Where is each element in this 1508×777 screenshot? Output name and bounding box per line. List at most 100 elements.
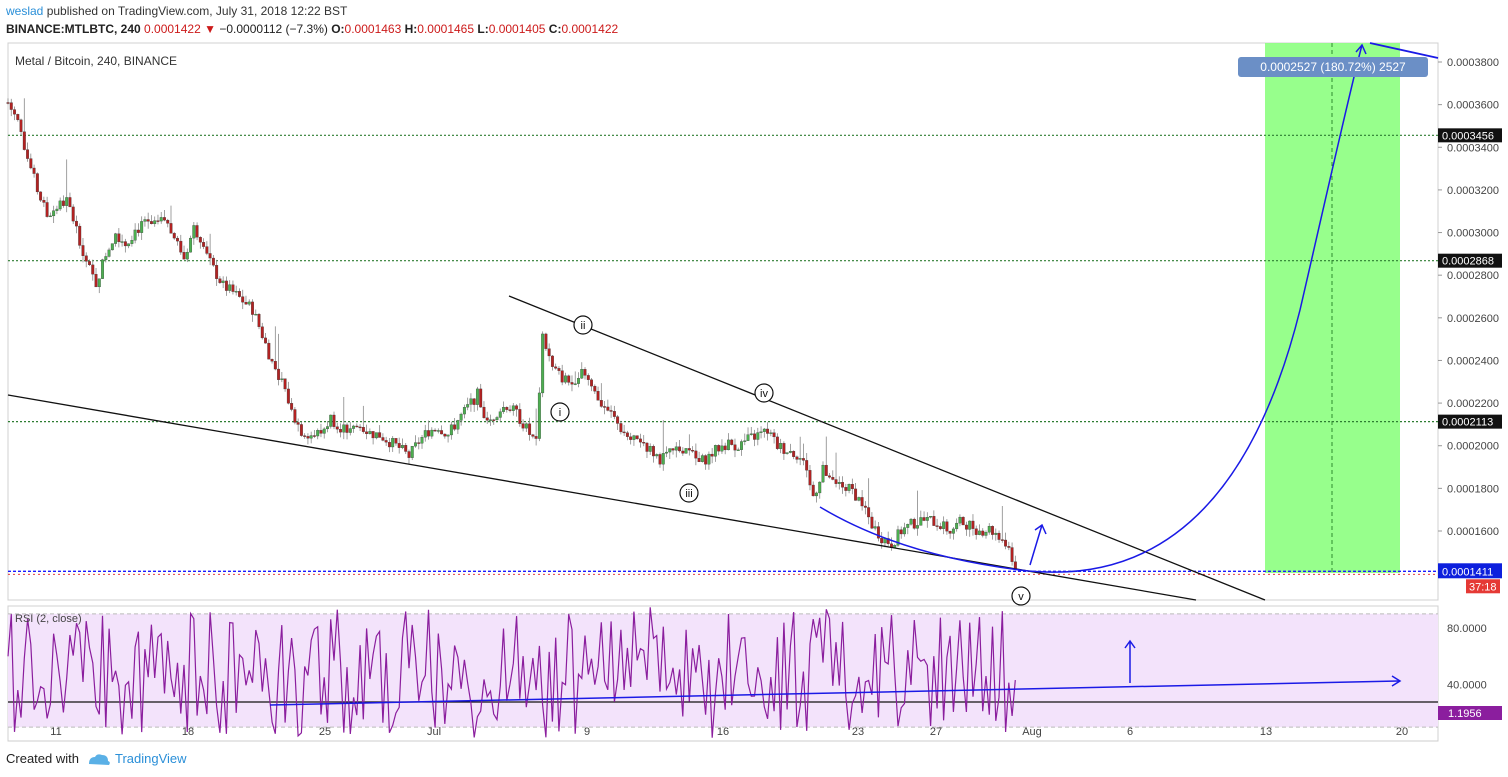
candle-down [202,242,206,247]
candle-up [873,526,877,529]
candle-down [547,348,551,357]
candle-up [942,521,946,529]
candle-up [254,313,258,316]
candle-down [427,430,430,437]
candle-up [577,378,580,384]
close-label: C: [548,22,562,36]
candle-up [929,516,933,518]
author-link[interactable]: weslad [6,4,44,18]
candle-down [964,524,968,530]
candle-down [671,448,675,451]
candle-up [414,442,417,447]
candle-down [723,445,727,451]
candle-up [740,441,743,450]
candle-down [6,102,10,104]
candle-down [332,414,336,427]
candle-down [75,220,78,227]
candle-down [935,525,939,527]
candle-up [632,435,636,440]
candle-up [537,392,541,439]
candle-up [727,439,730,451]
candle-down [824,464,828,476]
candle-up [326,426,329,430]
candle-down [570,382,574,385]
candle-down [971,520,975,529]
candle-down [681,450,685,454]
candle-down [922,517,926,521]
candle-up [228,284,232,291]
candle-down [609,410,613,412]
candle-down [850,484,854,490]
candle-up [348,428,352,433]
candle-down [899,529,903,535]
chart-title: Metal / Bitcoin, 240, BINANCE [15,54,177,68]
candle-up [456,420,460,430]
candle-up [352,425,356,429]
candle-down [149,221,153,225]
candle-down [733,444,737,451]
candle-up [746,434,750,441]
candle-down [45,202,49,217]
candle-up [502,407,505,412]
rsi-up-arrow [1124,639,1136,683]
published-text: published on TradingView.com, July 31, 2… [46,4,348,18]
candle-down [123,241,127,247]
candle-up [498,411,502,418]
candle-down [277,368,281,380]
candle-up [648,446,652,452]
candle-down [678,446,682,452]
close-value: 0.0001422 [561,22,619,36]
y-tick-label: 0.0001600 [1447,526,1499,538]
candle-down [531,434,535,437]
candle-down [831,477,835,480]
x-tick-label: 27 [930,726,942,738]
candle-down [198,237,202,243]
candle-down [596,391,600,401]
candle-down [844,487,848,491]
candle-up [665,451,668,454]
candle-down [61,200,65,206]
candle-down [775,436,779,449]
candle-down [9,102,13,110]
candle-up [153,220,157,225]
candle-down [638,438,642,443]
tradingview-link[interactable]: TradingView [114,751,187,766]
candle-up [968,520,972,530]
candle-up [489,419,492,421]
candle-up [247,301,251,305]
candle-down [544,333,548,349]
candle-up [495,417,499,421]
target-label-text: 0.0002527 (180.72%) 2527 [1260,60,1406,74]
current-price-tag [1438,563,1502,579]
candle-down [622,431,626,434]
axes: 0.0003800 0.0003600 0.0003400 0.0003200 0.00… [8,57,1502,742]
candle-down [880,538,884,544]
publish-info: weslad published on TradingView.com, Jul… [6,4,347,18]
downtrend-curve [819,506,1021,571]
candle-down [224,280,228,291]
candle-down [772,432,776,438]
y-tick-label: 0.0002400 [1447,355,1499,367]
candle-up [55,208,59,211]
candle-down [299,424,303,436]
candle-down [39,191,43,201]
candle-up [189,237,193,253]
x-tick-label: Aug [1022,726,1042,738]
candle-down [472,398,476,405]
y-tick-label: 0.0003400 [1447,142,1499,154]
wave-label-circle [550,402,570,422]
candle-down [251,301,254,315]
candle-down [642,442,646,444]
candle-up [185,251,189,260]
top-trend-line [1369,42,1439,59]
candle-up [446,434,450,437]
wave-label-circle [679,483,699,503]
candle-up [475,388,479,405]
candle-up [815,492,818,497]
candle-down [974,528,978,535]
candle-down [505,407,509,410]
candle-down [195,225,199,238]
candle-up [316,430,320,437]
wave-label-circle [1011,586,1031,606]
